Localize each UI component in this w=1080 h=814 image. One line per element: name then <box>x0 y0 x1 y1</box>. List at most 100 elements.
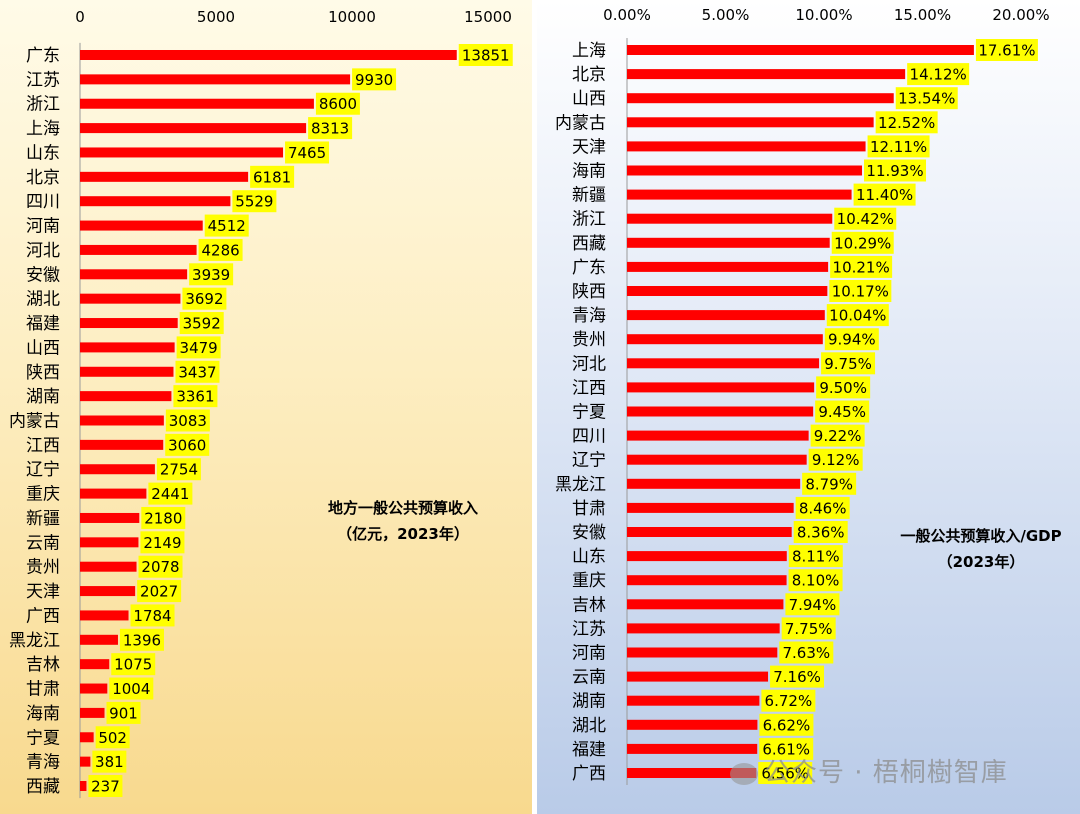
category-label: 北京 <box>572 65 606 85</box>
data-label: 9.50% <box>819 379 867 397</box>
bar <box>80 683 108 694</box>
category-label: 宁夏 <box>26 728 60 748</box>
data-label-bg <box>907 63 970 86</box>
bar <box>627 719 758 730</box>
x-tick-label: 10.00% <box>795 6 852 24</box>
category-label: 山东 <box>26 143 60 163</box>
data-label: 381 <box>95 753 124 771</box>
category-label: 山东 <box>572 547 606 567</box>
data-label-bg <box>106 701 141 724</box>
category-label: 福建 <box>26 314 60 334</box>
category-label: 天津 <box>572 137 606 157</box>
data-label: 7.75% <box>785 620 833 638</box>
data-label-bg <box>165 409 210 432</box>
data-label: 11.93% <box>866 162 923 180</box>
data-label: 10.04% <box>829 307 886 325</box>
data-label-bg <box>821 352 876 375</box>
data-label: 901 <box>109 704 138 722</box>
data-label-bg <box>165 433 210 456</box>
category-label: 新疆 <box>572 186 606 206</box>
bar <box>80 147 284 158</box>
data-label-bg <box>111 653 156 676</box>
left-chart-panel: 0 5000 10000 15000 广东 13851 江苏 9930 浙江 8600 上海 8313… <box>0 0 532 814</box>
data-label-bg <box>781 617 836 640</box>
category-label: 江西 <box>26 436 60 456</box>
data-label: 10.17% <box>832 283 889 301</box>
data-label-bg <box>148 482 193 505</box>
data-label-bg <box>250 165 295 188</box>
data-label-bg <box>759 737 814 760</box>
bar <box>80 318 178 329</box>
category-label: 河北 <box>26 241 60 261</box>
bar <box>80 707 105 718</box>
data-label-bg <box>829 280 892 302</box>
data-label: 237 <box>91 778 120 796</box>
category-label: 河南 <box>26 217 60 237</box>
data-label-bg <box>975 39 1038 61</box>
data-label: 3592 <box>183 315 221 333</box>
data-label: 1075 <box>114 656 152 674</box>
category-label: 辽宁 <box>26 460 60 480</box>
data-label: 3437 <box>178 363 216 381</box>
category-label: 吉林 <box>26 655 60 675</box>
data-label-bg <box>88 775 123 797</box>
bar <box>627 117 874 128</box>
data-label-bg <box>285 141 330 164</box>
bar <box>627 671 769 682</box>
data-label-bg <box>779 641 834 664</box>
bar <box>627 237 830 248</box>
data-label: 2149 <box>143 534 181 552</box>
data-label-bg <box>759 713 814 736</box>
bar <box>80 342 175 353</box>
bar <box>627 406 814 417</box>
bar <box>80 561 137 572</box>
data-label: 2078 <box>141 558 179 576</box>
category-label: 宁夏 <box>572 403 606 423</box>
bar <box>80 464 155 475</box>
category-label: 云南 <box>572 668 606 688</box>
bar <box>627 527 792 537</box>
data-label-bg <box>788 569 843 592</box>
category-label: 江苏 <box>572 619 606 639</box>
x-tick-label: 15000 <box>464 8 512 26</box>
data-label-bg <box>758 762 813 784</box>
data-label-bg <box>119 628 164 651</box>
bar <box>80 586 136 597</box>
bar <box>627 93 894 104</box>
data-label: 8.79% <box>805 475 853 493</box>
category-label: 贵州 <box>572 330 606 350</box>
bar <box>627 45 974 55</box>
bar <box>627 502 794 513</box>
data-label-bg <box>810 424 865 447</box>
bar <box>627 454 807 465</box>
category-label: 贵州 <box>26 558 60 578</box>
data-label-bg <box>138 555 183 578</box>
bar <box>627 310 825 321</box>
bar <box>627 382 815 393</box>
category-label: 广西 <box>26 606 60 626</box>
data-label-bg <box>826 304 889 327</box>
x-tick-label: 5000 <box>197 8 235 26</box>
category-label: 浙江 <box>572 210 606 230</box>
data-label: 13851 <box>462 47 510 65</box>
category-label: 重庆 <box>26 485 60 505</box>
data-label-bg <box>802 472 857 495</box>
data-label: 6.72% <box>765 692 813 710</box>
data-label: 13.54% <box>898 90 955 108</box>
bar <box>627 743 758 754</box>
bar <box>627 623 780 634</box>
category-label: 辽宁 <box>572 451 606 471</box>
data-label: 10.29% <box>834 234 891 252</box>
data-label: 6181 <box>253 168 291 186</box>
data-label-bg <box>834 207 897 230</box>
data-label: 11.40% <box>856 186 913 204</box>
bar <box>627 165 863 176</box>
data-label: 3939 <box>192 266 230 284</box>
bar <box>627 599 784 610</box>
category-label: 甘肃 <box>26 680 60 700</box>
data-label-bg <box>895 87 958 110</box>
data-label: 10.42% <box>837 210 894 228</box>
left-bar-chart: 0 5000 10000 15000 广东 13851 江苏 9930 浙江 8600 上海 8313… <box>9 8 513 799</box>
bar <box>627 261 829 272</box>
data-label-bg <box>198 238 243 261</box>
